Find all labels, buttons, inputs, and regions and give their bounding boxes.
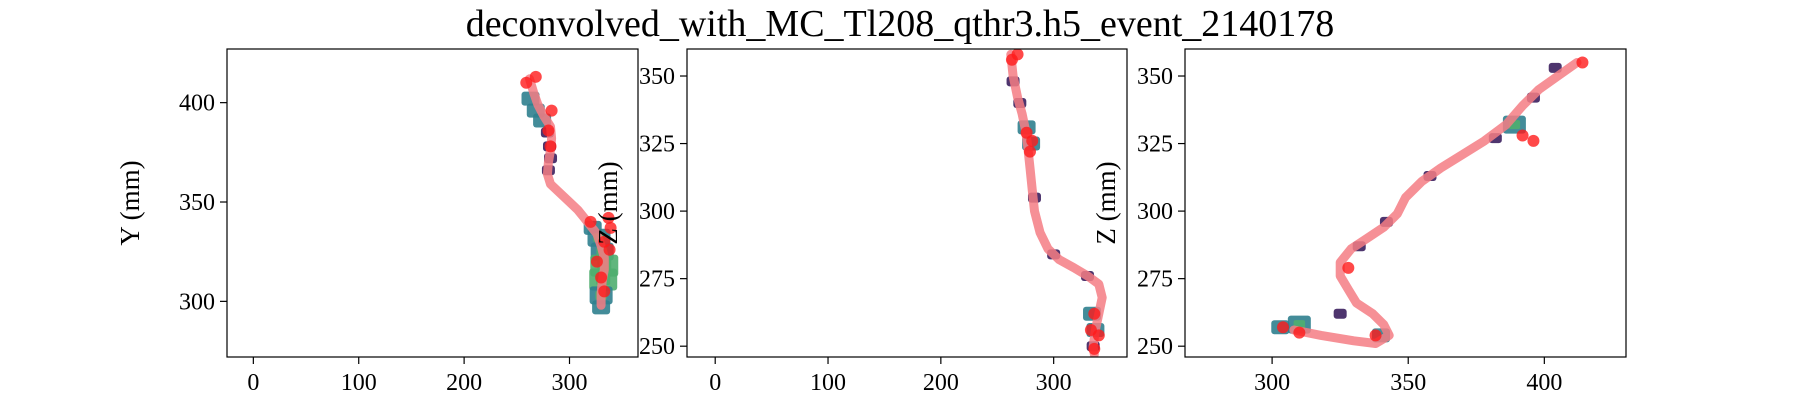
y-tick-label: 350 [639, 64, 675, 90]
x-tick-label: 300 [1254, 370, 1290, 396]
track-line [1289, 58, 1582, 348]
cluster-point [545, 104, 558, 117]
cluster-point [1342, 261, 1355, 274]
cluster-point [1088, 342, 1101, 355]
cluster-point [584, 215, 597, 228]
cluster-point [1011, 49, 1024, 61]
x-tick-label: 300 [552, 370, 588, 396]
x-tick-label: 0 [709, 370, 721, 396]
x-tick-label: 100 [810, 370, 846, 396]
cluster-point [529, 70, 542, 83]
y-tick-label: 275 [1137, 267, 1173, 293]
y-tick-label: 300 [639, 199, 675, 225]
cluster-point [1088, 307, 1101, 320]
cluster-point [544, 140, 557, 153]
cluster-point [602, 211, 615, 224]
x-tick-label: 200 [923, 370, 959, 396]
cluster-point [520, 76, 533, 89]
track-line [525, 74, 609, 310]
cluster-point [604, 221, 617, 234]
x-tick-label: 200 [446, 370, 482, 396]
cluster-point [598, 285, 611, 298]
y-tick-label: 350 [179, 190, 215, 216]
cluster-point [1576, 56, 1589, 69]
x-tick-label: 0 [247, 370, 259, 396]
plot-area [1271, 56, 1589, 348]
cluster-point [1023, 145, 1036, 158]
cluster-point [542, 124, 555, 137]
cluster-point [1277, 321, 1289, 334]
y-tick-label: 325 [1137, 132, 1173, 158]
cluster-point [1293, 326, 1306, 339]
y-tick-label: 250 [1137, 334, 1173, 360]
cluster-point [1527, 134, 1540, 147]
cluster-point [1369, 329, 1382, 342]
cluster-point [590, 255, 603, 268]
panel-yz: 300 350 400 250 275 300 325 350 Z (mm) [1091, 48, 1627, 396]
x-tick-label: 400 [1526, 370, 1562, 396]
axes-frame [226, 48, 639, 358]
y-tick-label: 300 [1137, 199, 1173, 225]
x-tick-label: 300 [1036, 370, 1072, 396]
y-tick-label: 250 [639, 334, 675, 360]
y-axis-label: Z (mm) [593, 161, 623, 244]
y-tick-label: 350 [1137, 64, 1173, 90]
y-tick-label: 325 [639, 132, 675, 158]
y-tick-label: 400 [179, 91, 215, 117]
cluster-point [1026, 134, 1039, 147]
y-axis-label: Z (mm) [1091, 161, 1121, 244]
panel-xz: 0 100 200 300 250 275 300 325 350 Z (mm) [593, 48, 1128, 396]
cluster-point [603, 243, 616, 256]
axes-frame [686, 48, 1128, 358]
y-tick-label: 275 [639, 267, 675, 293]
cluster-point [1092, 329, 1105, 342]
y-tick-label: 300 [179, 289, 215, 315]
x-tick-label: 350 [1390, 370, 1426, 396]
x-tick-label: 100 [341, 370, 377, 396]
cluster-point [595, 271, 608, 284]
figure-title: deconvolved_with_MC_Tl208_qthr3.h5_event… [466, 3, 1335, 45]
plot-area [1005, 49, 1107, 357]
plot-area [520, 70, 619, 315]
cluster-point [1516, 129, 1529, 142]
panel-xy: 0 100 200 300 300 350 400 Y (mm) [115, 48, 639, 396]
density-cell [1333, 308, 1347, 319]
axes-frame [1184, 48, 1627, 358]
y-axis-label: Y (mm) [115, 160, 145, 245]
